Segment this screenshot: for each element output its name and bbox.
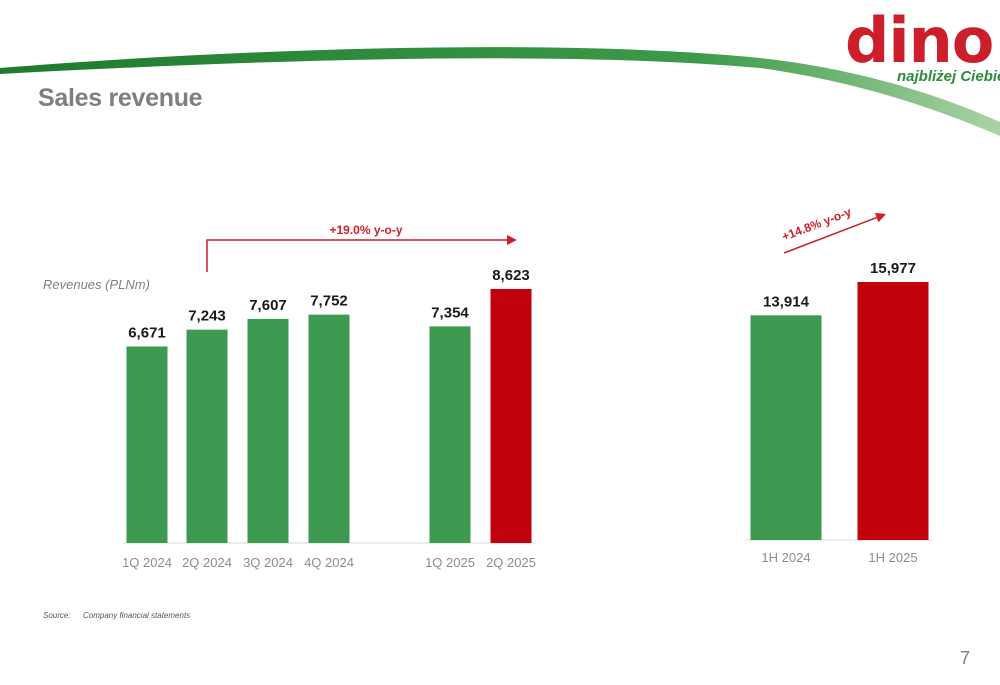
growth-arrow bbox=[783, 216, 878, 254]
company-logo: dino najbliżej Ciebie bbox=[845, 4, 1000, 90]
x-tick-label: 1H 2024 bbox=[761, 550, 810, 565]
growth-arrowhead bbox=[507, 235, 517, 245]
logo-wordmark: dino bbox=[845, 4, 994, 77]
bar-3q-2024 bbox=[247, 318, 289, 543]
x-tick-label: 3Q 2024 bbox=[243, 555, 293, 570]
bar-value-label: 13,914 bbox=[763, 293, 810, 310]
page-title: Sales revenue bbox=[38, 84, 203, 112]
bar-value-label: 7,243 bbox=[188, 308, 226, 325]
bar-value-label: 6,671 bbox=[128, 324, 166, 341]
x-tick-label: 2Q 2025 bbox=[486, 555, 536, 570]
x-tick-label: 1Q 2024 bbox=[122, 555, 172, 570]
bar-4q-2024 bbox=[308, 314, 350, 543]
bar-1q-2024 bbox=[126, 346, 168, 543]
bar-value-label: 15,977 bbox=[870, 260, 916, 277]
source-text: Company financial statements bbox=[83, 611, 191, 620]
bar-value-label: 7,607 bbox=[249, 297, 287, 314]
bar-2q-2024 bbox=[186, 329, 228, 543]
page-number: 7 bbox=[960, 648, 971, 668]
bar-1h-2025 bbox=[857, 282, 929, 540]
bar-value-label: 7,752 bbox=[310, 293, 348, 310]
bar-2q-2025 bbox=[490, 289, 532, 543]
growth-label: +14.8% y-o-y bbox=[780, 205, 854, 244]
x-tick-label: 4Q 2024 bbox=[304, 555, 354, 570]
bar-1q-2025 bbox=[429, 326, 471, 543]
bar-1h-2024 bbox=[750, 315, 822, 540]
growth-label: +19.0% y-o-y bbox=[329, 223, 402, 237]
x-tick-label: 2Q 2024 bbox=[182, 555, 232, 570]
bar-value-label: 8,623 bbox=[492, 267, 530, 284]
bar-value-label: 7,354 bbox=[431, 304, 469, 321]
source-label: Source: bbox=[43, 611, 71, 620]
growth-arrowhead bbox=[874, 212, 886, 223]
y-axis-label: Revenues (PLNm) bbox=[43, 277, 150, 292]
x-tick-label: 1Q 2025 bbox=[425, 555, 475, 570]
x-tick-label: 1H 2025 bbox=[868, 550, 917, 565]
growth-arrow bbox=[206, 239, 508, 272]
logo-tagline: najbliżej Ciebie bbox=[897, 68, 1000, 85]
